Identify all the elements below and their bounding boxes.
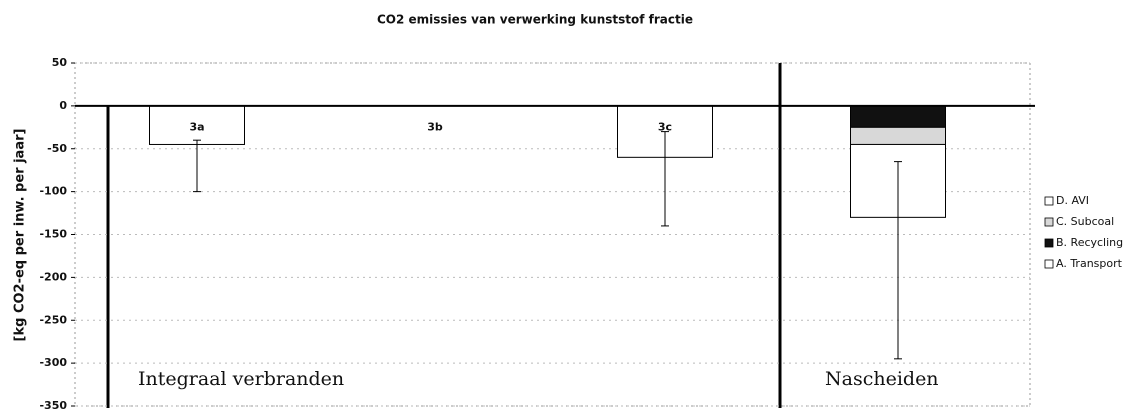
annotation: Nascheiden	[825, 368, 939, 390]
legend-swatch	[1044, 217, 1054, 227]
y-tick-label: -200	[39, 270, 67, 283]
legend-swatch	[1044, 196, 1054, 206]
y-tick-label: -250	[39, 313, 67, 326]
y-tick-label: -350	[39, 399, 67, 411]
bar-segment	[149, 105, 245, 145]
legend-swatch	[1044, 238, 1054, 248]
y-tick-label: 50	[52, 56, 68, 69]
bar-segment	[850, 105, 946, 128]
legend-label: D. AVI	[1056, 194, 1089, 207]
bar-label: 3a	[189, 120, 204, 133]
y-axis-label: [kg CO2-eq per inw. per jaar]	[13, 129, 28, 342]
y-tick-label: 0	[59, 99, 67, 112]
legend-label: B. Recycling	[1056, 236, 1123, 249]
legend-label: C. Subcoal	[1056, 215, 1114, 228]
y-tick-label: -150	[39, 228, 67, 241]
chart-title: CO2 emissies van verwerking kunststof fr…	[377, 13, 693, 27]
annotation: Integraal verbranden	[138, 368, 344, 390]
y-tick-label: -300	[39, 356, 67, 369]
legend-swatch	[1044, 259, 1054, 269]
bar-label: 3b	[427, 120, 443, 133]
bar-segment	[850, 126, 946, 145]
y-tick-label: -100	[39, 185, 67, 198]
bar-label: 3c	[658, 120, 672, 133]
y-tick-label: -50	[47, 142, 67, 155]
legend-label: A. Transport	[1056, 257, 1123, 270]
